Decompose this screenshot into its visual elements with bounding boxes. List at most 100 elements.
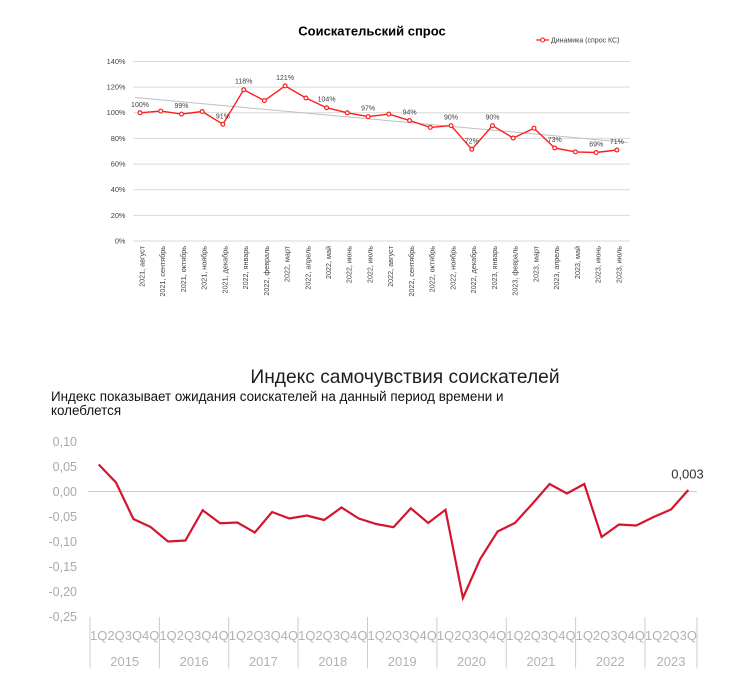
svg-text:2023, март: 2023, март (531, 245, 540, 282)
svg-text:-0,10: -0,10 (49, 535, 78, 549)
svg-text:2022, сентябрь: 2022, сентябрь (407, 246, 416, 297)
svg-text:2021, ноябрь: 2021, ноябрь (200, 246, 209, 290)
svg-text:121%: 121% (276, 75, 294, 82)
svg-text:3Q: 3Q (263, 628, 280, 643)
svg-text:Индекс показывает ожидания сои: Индекс показывает ожидания соискателей н… (51, 389, 503, 404)
svg-text:2023, июль: 2023, июль (614, 246, 623, 283)
svg-text:1Q: 1Q (229, 628, 246, 643)
svg-text:1Q: 1Q (368, 628, 385, 643)
svg-text:колеблется: колеблется (51, 403, 121, 418)
svg-text:3Q: 3Q (194, 628, 211, 643)
svg-text:0%: 0% (115, 236, 126, 245)
svg-text:1Q: 1Q (645, 628, 662, 643)
svg-text:2020: 2020 (457, 654, 486, 669)
svg-text:71%: 71% (610, 139, 624, 146)
svg-text:1Q: 1Q (506, 628, 523, 643)
svg-text:40%: 40% (111, 185, 126, 194)
svg-text:Индекс самочувствия соискателе: Индекс самочувствия соискателей (250, 367, 559, 388)
svg-text:4Q: 4Q (142, 628, 159, 643)
svg-text:2022, июль: 2022, июль (366, 246, 375, 283)
svg-text:120%: 120% (107, 83, 126, 92)
svg-text:-0,25: -0,25 (49, 610, 78, 624)
svg-text:2022, май: 2022, май (324, 246, 333, 279)
svg-text:94%: 94% (403, 110, 417, 117)
svg-text:2015: 2015 (110, 654, 139, 669)
svg-text:-0,05: -0,05 (49, 510, 78, 524)
svg-text:4Q: 4Q (558, 628, 575, 643)
svg-text:2022, март: 2022, март (283, 245, 292, 282)
svg-text:2021, август: 2021, август (137, 245, 146, 287)
svg-text:0,05: 0,05 (53, 460, 77, 474)
svg-text:3Q: 3Q (541, 628, 558, 643)
svg-text:118%: 118% (235, 79, 252, 86)
svg-text:2021, октябрь: 2021, октябрь (179, 246, 188, 293)
svg-text:2022, ноябрь: 2022, ноябрь (448, 246, 457, 290)
svg-text:2Q: 2Q (662, 628, 679, 643)
svg-text:97%: 97% (361, 106, 375, 113)
svg-text:2022, апрель: 2022, апрель (303, 246, 312, 290)
svg-text:2016: 2016 (180, 654, 209, 669)
svg-text:99%: 99% (174, 103, 188, 110)
svg-text:Соискательский спрос: Соискательский спрос (298, 24, 446, 39)
svg-text:1Q: 1Q (90, 628, 107, 643)
svg-text:-0,20: -0,20 (49, 585, 78, 599)
svg-text:72%: 72% (465, 138, 479, 145)
svg-text:91%: 91% (216, 113, 230, 120)
svg-text:90%: 90% (485, 115, 499, 122)
svg-text:0,00: 0,00 (53, 485, 77, 499)
svg-text:60%: 60% (111, 160, 126, 169)
svg-text:2Q: 2Q (107, 628, 124, 643)
svg-text:2023, январь: 2023, январь (490, 246, 499, 290)
svg-text:140%: 140% (107, 57, 126, 66)
svg-text:2022, октябрь: 2022, октябрь (428, 246, 437, 293)
svg-text:20%: 20% (111, 211, 126, 220)
svg-text:1Q: 1Q (576, 628, 593, 643)
svg-text:4Q: 4Q (281, 628, 298, 643)
svg-text:3Q: 3Q (333, 628, 350, 643)
svg-text:3Q: 3Q (472, 628, 489, 643)
svg-text:2022, февраль: 2022, февраль (262, 246, 271, 296)
svg-text:2021, сентябрь: 2021, сентябрь (158, 246, 167, 297)
svg-text:4Q: 4Q (211, 628, 228, 643)
svg-text:90%: 90% (444, 115, 458, 122)
svg-text:100%: 100% (107, 108, 126, 117)
svg-text:1Q: 1Q (298, 628, 315, 643)
svg-text:69%: 69% (589, 142, 603, 149)
svg-text:2023, май: 2023, май (573, 246, 582, 279)
svg-text:104%: 104% (318, 97, 336, 104)
svg-text:2Q: 2Q (454, 628, 471, 643)
svg-text:1Q: 1Q (159, 628, 176, 643)
svg-text:2Q: 2Q (315, 628, 332, 643)
svg-text:80%: 80% (111, 134, 126, 143)
svg-text:2023: 2023 (657, 654, 686, 669)
svg-text:2022: 2022 (596, 654, 625, 669)
svg-text:2019: 2019 (388, 654, 417, 669)
svg-text:2021, декабрь: 2021, декабрь (220, 246, 229, 294)
svg-text:0,003: 0,003 (671, 467, 704, 482)
svg-text:4Q: 4Q (628, 628, 645, 643)
svg-text:2Q: 2Q (524, 628, 541, 643)
svg-text:2017: 2017 (249, 654, 278, 669)
svg-text:3Q: 3Q (125, 628, 142, 643)
svg-text:2022, июнь: 2022, июнь (345, 246, 354, 283)
svg-text:3Q: 3Q (680, 628, 697, 643)
svg-text:4Q: 4Q (350, 628, 367, 643)
svg-text:2Q: 2Q (246, 628, 263, 643)
svg-text:0,10: 0,10 (53, 435, 77, 449)
svg-text:2022, декабрь: 2022, декабрь (469, 246, 478, 294)
svg-text:2022, январь: 2022, январь (241, 246, 250, 290)
svg-text:1Q: 1Q (437, 628, 454, 643)
svg-text:2021: 2021 (526, 654, 555, 669)
svg-text:4Q: 4Q (489, 628, 506, 643)
svg-text:100%: 100% (131, 102, 149, 109)
svg-text:3Q: 3Q (402, 628, 419, 643)
svg-text:73%: 73% (548, 137, 562, 144)
svg-text:2Q: 2Q (593, 628, 610, 643)
svg-text:2Q: 2Q (177, 628, 194, 643)
svg-text:2023, июнь: 2023, июнь (594, 246, 603, 283)
svg-text:2023, февраль: 2023, февраль (511, 246, 520, 296)
svg-text:Динамика (спрос КС): Динамика (спрос КС) (551, 37, 619, 44)
svg-text:2018: 2018 (318, 654, 347, 669)
svg-text:2023, апрель: 2023, апрель (552, 246, 561, 290)
svg-text:4Q: 4Q (420, 628, 437, 643)
